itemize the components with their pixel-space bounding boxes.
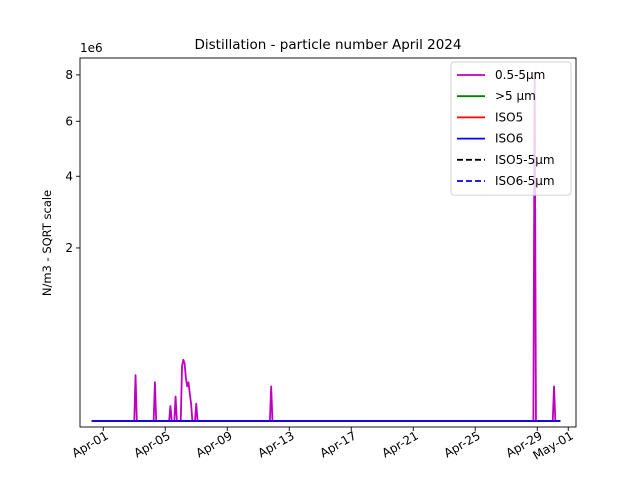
legend-label-1: >5 µm — [495, 89, 536, 103]
y-tick-label-0: 2 — [65, 241, 73, 255]
y-tick-label-2: 6 — [65, 114, 73, 128]
y-tick-label-1: 4 — [65, 169, 73, 183]
legend-label-0: 0.5-5µm — [495, 68, 545, 82]
series-layer — [91, 71, 561, 422]
y-tick-label-3: 8 — [65, 68, 73, 82]
y-axis-label: N/m3 - SQRT scale — [40, 190, 54, 296]
chart-title: Distillation - particle number April 202… — [194, 37, 461, 53]
legend-label-2: ISO5 — [495, 110, 523, 124]
legend-label-4: ISO5-5µm — [495, 153, 555, 167]
axes-frame — [79, 57, 577, 428]
plot-area — [91, 71, 561, 422]
legend-label-3: ISO6 — [495, 132, 523, 146]
legend: 0.5-5µm >5 µm ISO5 ISO6 ISO5-5µm ISO6-5µm — [450, 61, 572, 196]
legend-label-5: ISO6-5µm — [495, 174, 555, 188]
y-offset-text: 1e6 — [80, 41, 103, 55]
